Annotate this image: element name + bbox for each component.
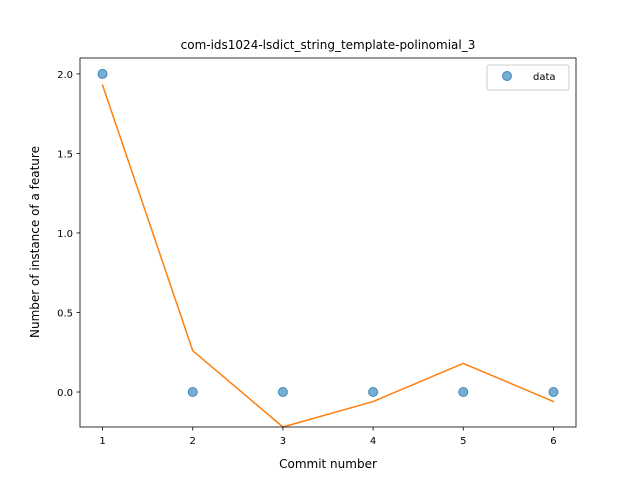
data-point — [548, 387, 559, 398]
y-tick-label: 0.0 — [57, 388, 73, 399]
y-tick-label: 2.0 — [57, 70, 73, 81]
plot-frame — [79, 57, 577, 428]
x-tick-label: 1 — [99, 436, 105, 447]
data-point — [97, 68, 108, 79]
legend-marker-data — [502, 71, 512, 81]
plot-content — [97, 68, 559, 428]
y-axis-label: Number of instance of a feature — [28, 146, 42, 338]
legend-label-data: data — [533, 72, 556, 83]
chart-title: com-ids1024-lsdict_string_template-polin… — [181, 38, 476, 52]
x-tick-label: 2 — [190, 436, 196, 447]
y-tick-label: 1.0 — [57, 229, 73, 240]
data-point — [187, 387, 198, 398]
x-tick-label: 3 — [280, 436, 286, 447]
data-point — [368, 387, 379, 398]
plot-area — [80, 58, 576, 427]
x-axis-label: Commit number — [279, 457, 377, 471]
x-tick-label: 4 — [370, 436, 376, 447]
x-axis-ticks: 1 2 3 4 5 6 — [99, 427, 557, 447]
y-axis-ticks: 0.0 0.5 1.0 1.5 2.0 — [57, 70, 80, 399]
fit-line — [101, 84, 555, 428]
x-tick-label: 6 — [550, 436, 556, 447]
legend-box — [486, 64, 570, 91]
x-tick-label: 5 — [460, 436, 466, 447]
legend: data — [486, 64, 570, 91]
y-tick-label: 0.5 — [57, 308, 73, 319]
data-point — [277, 387, 288, 398]
y-tick-label: 1.5 — [57, 149, 73, 160]
data-point — [458, 387, 469, 398]
